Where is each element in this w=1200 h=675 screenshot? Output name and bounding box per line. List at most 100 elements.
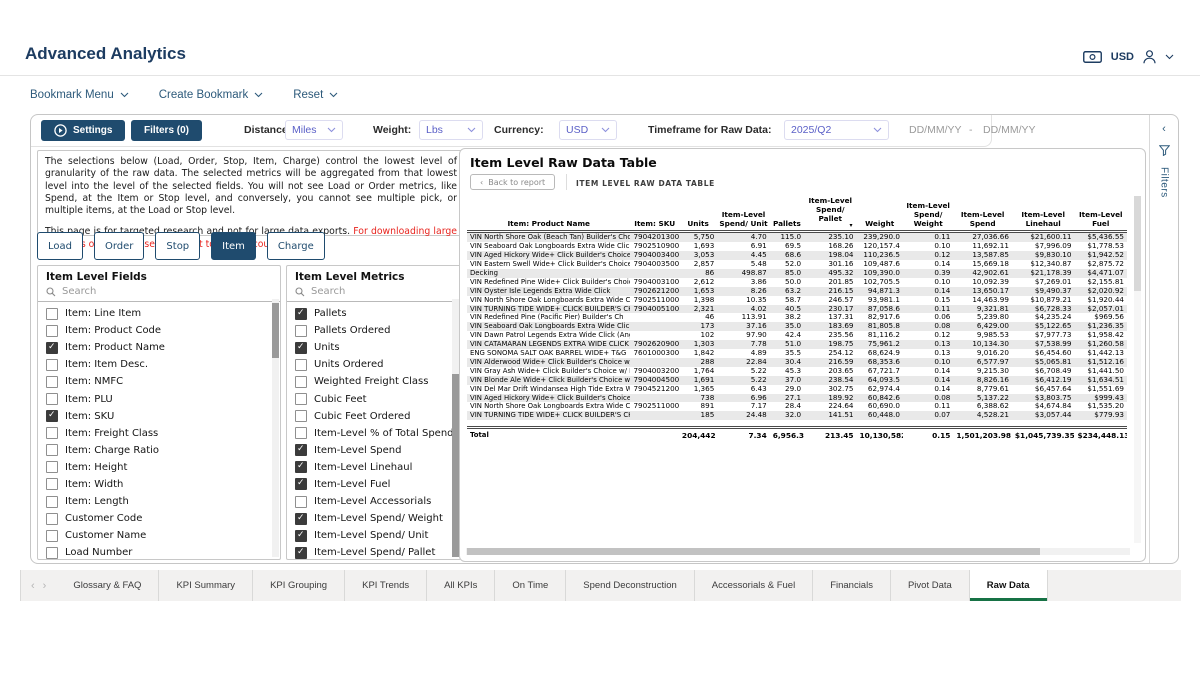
metric-option[interactable]: Units Ordered xyxy=(287,356,460,373)
table-row[interactable]: VIN North Shore Oak Longboards Extra Wid… xyxy=(467,296,1127,305)
metric-option[interactable]: Item-Level Spend/ Unit xyxy=(287,527,460,544)
field-option[interactable]: Customer Code xyxy=(38,510,280,527)
metric-option[interactable]: Item-Level Linehaul xyxy=(287,459,460,476)
table-row[interactable]: VIN North Shore Oak Longboards Extra Wid… xyxy=(467,402,1127,411)
timeframe-select[interactable]: 2025/Q2 xyxy=(784,120,889,140)
checkbox[interactable] xyxy=(295,358,307,371)
level-button[interactable]: Order xyxy=(94,232,145,260)
checkbox[interactable] xyxy=(46,512,58,525)
checkbox[interactable] xyxy=(295,529,307,542)
table-row[interactable]: VIN Del Mar Drift Windansea High Tide Ex… xyxy=(467,385,1127,394)
chevron-down-icon[interactable] xyxy=(1165,54,1174,60)
checkbox[interactable] xyxy=(295,495,307,508)
checkbox[interactable] xyxy=(295,427,307,440)
report-page-tab[interactable]: Accessorials & Fuel xyxy=(695,570,814,601)
report-page-tab[interactable]: Raw Data xyxy=(969,570,1048,601)
currency-select[interactable]: USD xyxy=(559,120,617,140)
checkbox[interactable] xyxy=(295,307,307,320)
checkbox[interactable] xyxy=(46,444,58,457)
report-page-tab[interactable]: KPI Grouping xyxy=(253,570,346,601)
table-row[interactable]: VIN Alderwood Wide+ Click Builder's Choi… xyxy=(467,357,1127,367)
metric-option[interactable]: Cubic Feet xyxy=(287,390,460,407)
field-option[interactable]: Load Number xyxy=(38,544,280,561)
table-row[interactable]: VIN Redefined Pine Wide+ Click Builder's… xyxy=(467,278,1127,287)
field-option[interactable]: Item: Product Name xyxy=(38,339,280,356)
metric-option[interactable]: Item-Level Spend/ Weight xyxy=(287,510,460,527)
checkbox[interactable] xyxy=(46,427,58,440)
menu-item[interactable]: Create Bookmark xyxy=(159,89,263,101)
field-option[interactable]: Item: Item Desc. xyxy=(38,356,280,373)
checkbox[interactable] xyxy=(46,358,58,371)
table-horizontal-scrollbar[interactable] xyxy=(466,548,1130,555)
report-page-tab[interactable]: Spend Deconstruction xyxy=(566,570,695,601)
checkbox[interactable] xyxy=(46,410,58,423)
metric-option[interactable]: Item-Level Spend xyxy=(287,442,460,459)
checkbox[interactable] xyxy=(295,512,307,525)
column-header[interactable]: Item-Level Spend/ Weight ▾ xyxy=(902,196,954,234)
scrollbar-thumb[interactable] xyxy=(467,548,1040,555)
tabs-prev-icon[interactable]: ‹ xyxy=(31,579,35,592)
user-icon[interactable] xyxy=(1143,50,1156,64)
scrollbar-thumb[interactable] xyxy=(452,374,459,557)
table-row[interactable]: Decking 86 498.87 85.0 495.32 109,390.0 … xyxy=(467,268,1127,278)
level-button[interactable]: Item xyxy=(211,232,256,260)
checkbox[interactable] xyxy=(46,341,58,354)
level-button[interactable]: Charge xyxy=(266,232,325,260)
checkbox[interactable] xyxy=(295,393,307,406)
scrollbar-thumb[interactable] xyxy=(272,303,279,358)
checkbox[interactable] xyxy=(46,375,58,388)
distance-select[interactable]: Miles xyxy=(285,120,343,140)
table-row[interactable]: VIN Dawn Patrol Legends Extra Wide Click… xyxy=(467,331,1127,340)
field-option[interactable]: Customer Name xyxy=(38,527,280,544)
table-row[interactable]: VIN TURNING TIDE WIDE+ CLICK BUILDER'S C… xyxy=(467,411,1127,421)
filters-button[interactable]: Filters (0) xyxy=(131,120,203,141)
checkbox[interactable] xyxy=(295,375,307,388)
table-row[interactable]: VIN Seaboard Oak Longboards Extra Wide C… xyxy=(467,322,1127,332)
report-page-tab[interactable]: KPI Trends xyxy=(345,570,428,601)
metric-option[interactable]: Pallets Ordered xyxy=(287,322,460,339)
checkbox[interactable] xyxy=(46,546,58,559)
expand-panel-chevron-icon[interactable]: ‹ xyxy=(1162,123,1166,135)
metrics-scrollbar[interactable] xyxy=(452,299,459,557)
weight-select[interactable]: Lbs xyxy=(419,120,483,140)
table-row[interactable]: VIN Redefined Pine (Pacific Pier) Builde… xyxy=(467,313,1127,322)
metric-option[interactable]: Pallets xyxy=(287,305,460,322)
field-option[interactable]: Item: Freight Class xyxy=(38,425,280,442)
checkbox[interactable] xyxy=(46,495,58,508)
table-row[interactable]: VIN Eastern Swell Wide+ Click Builder's … xyxy=(467,260,1127,269)
column-header[interactable]: Item-Level Linehaul ▾ xyxy=(1011,196,1075,234)
level-button[interactable]: Load xyxy=(37,232,83,260)
menu-item[interactable]: Bookmark Menu xyxy=(30,89,129,101)
table-row[interactable]: VIN North Shore Oak (Beach Tan) Builder'… xyxy=(467,231,1127,243)
table-row[interactable]: VIN TURNING TIDE WIDE+ CLICK BUILDER'S C… xyxy=(467,304,1127,314)
checkbox[interactable] xyxy=(295,324,307,337)
field-option[interactable]: Item: Line Item xyxy=(38,305,280,322)
field-option[interactable]: Item: SKU xyxy=(38,408,280,425)
table-row[interactable]: VIN CATAMARAN LEGENDS EXTRA WIDE CLICK 7… xyxy=(467,340,1127,350)
back-to-report-button[interactable]: ‹ Back to report xyxy=(470,174,556,190)
column-header[interactable]: Item-Level Spend ▾ xyxy=(953,196,1012,234)
report-page-tab[interactable]: On Time xyxy=(495,570,567,601)
checkbox[interactable] xyxy=(295,410,307,423)
checkbox[interactable] xyxy=(295,478,307,491)
metrics-search[interactable]: Search xyxy=(287,284,460,302)
checkbox[interactable] xyxy=(295,341,307,354)
field-option[interactable]: Item: Length xyxy=(38,493,280,510)
checkbox[interactable] xyxy=(295,461,307,474)
table-row[interactable]: VIN Gray Ash Wide+ Click Builder's Choic… xyxy=(467,367,1127,376)
report-page-tab[interactable]: Glossary & FAQ xyxy=(56,570,160,601)
checkbox[interactable] xyxy=(46,529,58,542)
field-option[interactable]: Item: Height xyxy=(38,459,280,476)
table-row[interactable]: VIN Aged Hickory Wide+ Click Builder's C… xyxy=(467,393,1127,403)
report-page-tab[interactable]: All KPIs xyxy=(427,570,496,601)
date-from-input[interactable]: DD/MM/YY xyxy=(909,124,962,136)
metric-option[interactable]: Cubic Feet Ordered xyxy=(287,408,460,425)
table-row[interactable]: ENG SONOMA SALT OAK BARREL WIDE+ T&G 760… xyxy=(467,349,1127,358)
field-option[interactable]: Item: NMFC xyxy=(38,373,280,390)
level-button[interactable]: Stop xyxy=(155,232,201,260)
checkbox[interactable] xyxy=(46,393,58,406)
metric-option[interactable]: Item-Level % of Total Spend xyxy=(287,425,460,442)
field-option[interactable]: Item: Charge Ratio xyxy=(38,442,280,459)
checkbox[interactable] xyxy=(46,324,58,337)
column-header[interactable]: Item-Level Spend/ Unit ▾ xyxy=(717,196,770,234)
